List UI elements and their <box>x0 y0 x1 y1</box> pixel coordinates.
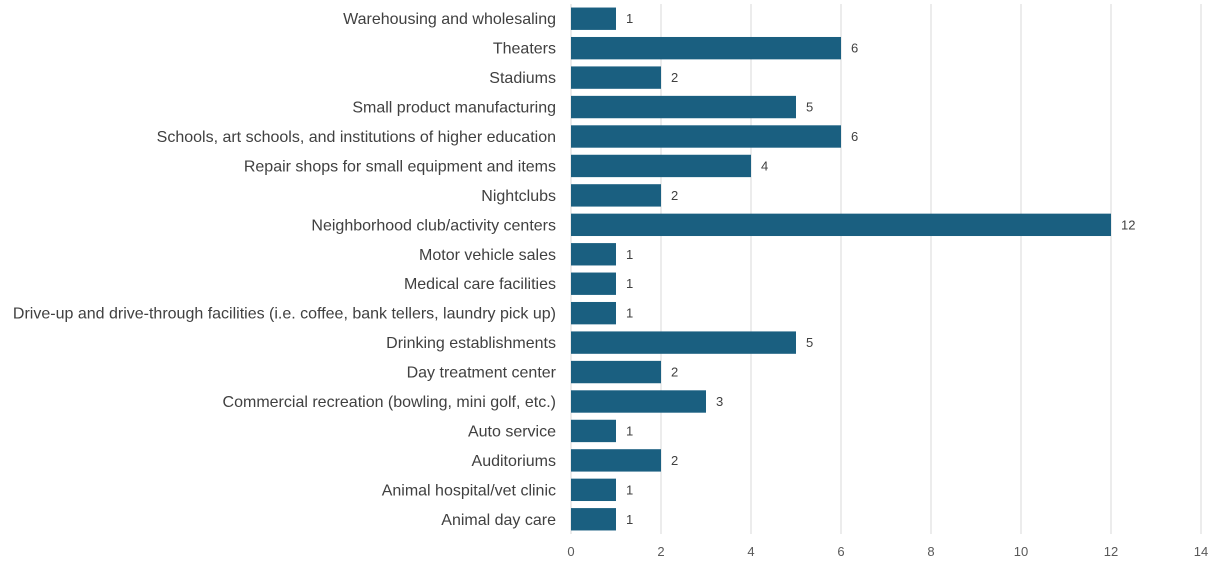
data-label: 12 <box>1121 217 1135 232</box>
category-label: Stadiums <box>489 70 556 87</box>
category-label: Medical care facilities <box>404 276 556 293</box>
x-tick-label-12: 12 <box>1104 544 1118 559</box>
x-tick-label-8: 8 <box>927 544 934 559</box>
bar <box>571 360 661 384</box>
bar <box>571 213 1111 237</box>
category-label: Animal day care <box>441 512 556 529</box>
bar <box>571 390 706 413</box>
category-label: Small product manufacturing <box>352 100 556 117</box>
data-label: 2 <box>671 70 678 85</box>
data-label: 1 <box>626 423 633 438</box>
data-label: 6 <box>851 129 858 144</box>
category-label: Warehousing and wholesaling <box>343 11 556 28</box>
bar <box>571 7 616 30</box>
bar <box>571 272 616 295</box>
category-label: Auditoriums <box>472 453 556 470</box>
bar <box>571 154 751 178</box>
category-label: Auto service <box>468 423 556 440</box>
bar <box>571 508 616 531</box>
bar <box>571 419 616 443</box>
category-label: Nightclubs <box>481 188 556 205</box>
bar <box>571 243 616 266</box>
data-label: 1 <box>626 482 633 497</box>
category-label: Repair shops for small equipment and ite… <box>244 158 556 175</box>
category-labels: Warehousing and wholesaling Theaters Stadi… <box>13 11 557 529</box>
category-label: Drinking establishments <box>386 335 556 352</box>
data-label: 1 <box>626 276 633 291</box>
category-label: Neighborhood club/activity centers <box>311 217 556 234</box>
bar <box>571 36 841 60</box>
bar <box>571 95 796 119</box>
data-label: 3 <box>716 394 723 409</box>
category-label: Day treatment center <box>407 365 557 382</box>
x-tick-label-0: 0 <box>567 544 574 559</box>
category-label: Drive-up and drive-through facilities (i… <box>13 306 556 323</box>
x-tick-label-2: 2 <box>657 544 664 559</box>
bar <box>571 301 616 325</box>
data-label: 2 <box>671 365 678 380</box>
data-label: 2 <box>671 453 678 468</box>
bar <box>571 331 796 354</box>
gridlines <box>570 4 1202 534</box>
category-label: Schools, art schools, and institutions o… <box>157 129 556 146</box>
bar <box>571 125 841 148</box>
category-label: Animal hospital/vet clinic <box>382 482 556 499</box>
data-label: 1 <box>626 11 633 26</box>
bar <box>571 66 661 89</box>
bar <box>571 478 616 502</box>
x-tick-label-4: 4 <box>747 544 754 559</box>
data-label: 4 <box>761 158 768 173</box>
bars <box>571 7 1111 531</box>
x-tick-label-10: 10 <box>1014 544 1028 559</box>
data-label: 1 <box>626 247 633 262</box>
data-label: 6 <box>851 41 858 56</box>
data-label: 2 <box>671 188 678 203</box>
data-label: 1 <box>626 512 633 527</box>
data-label: 5 <box>806 100 813 115</box>
x-tick-label-6: 6 <box>837 544 844 559</box>
bar <box>571 449 661 472</box>
category-label: Motor vehicle sales <box>419 247 556 264</box>
x-axis-tick-labels: 0 2 4 6 8 10 12 14 <box>567 544 1208 559</box>
bar <box>571 184 661 207</box>
category-label: Commercial recreation (bowling, mini gol… <box>223 394 556 411</box>
data-label: 5 <box>806 335 813 350</box>
category-label: Theaters <box>493 41 556 58</box>
x-tick-label-14: 14 <box>1194 544 1208 559</box>
data-label: 1 <box>626 306 633 321</box>
